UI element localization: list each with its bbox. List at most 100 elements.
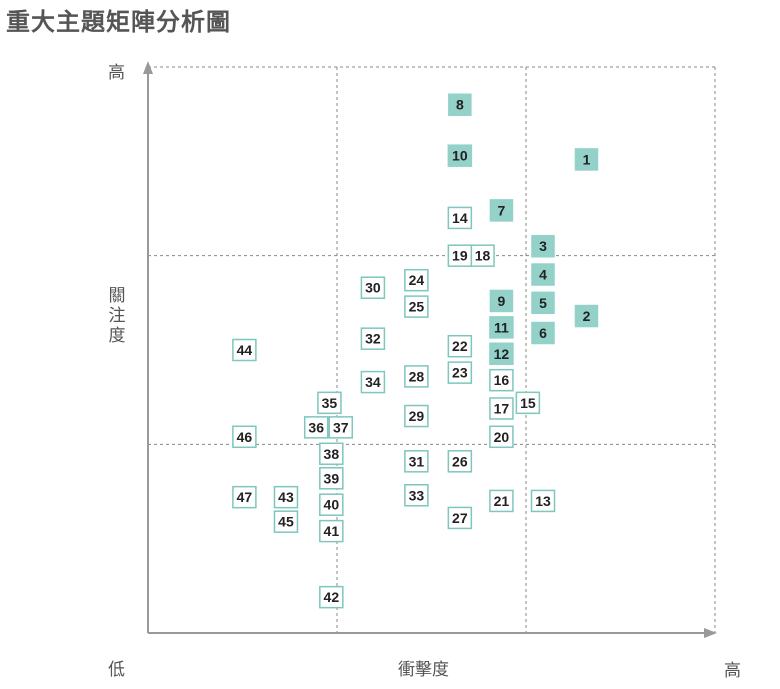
data-point-marker: 41	[319, 519, 344, 543]
y-axis-high-label: 高	[108, 63, 125, 82]
data-point-marker: 45	[273, 510, 299, 533]
data-point-label: 25	[409, 299, 425, 315]
data-point-label: 45	[278, 514, 294, 530]
data-point-label: 43	[278, 489, 294, 505]
data-point-marker: 32	[360, 327, 386, 350]
y-axis-arrow-icon	[143, 61, 153, 74]
data-point-marker: 20	[489, 425, 514, 449]
data-point-marker: 43	[273, 485, 299, 509]
data-point-label: 29	[409, 408, 425, 424]
data-point-marker: 18	[470, 244, 495, 267]
data-point-marker: 26	[447, 450, 473, 473]
data-point-marker: 13	[530, 489, 556, 513]
data-point-box	[447, 144, 473, 167]
data-point-label: 36	[308, 419, 324, 435]
data-point-box	[489, 289, 514, 313]
data-point-box	[404, 484, 429, 507]
data-point-marker: 4	[531, 263, 555, 286]
data-point-box	[360, 327, 386, 350]
data-point-box	[447, 244, 473, 267]
data-point-marker: 35	[317, 391, 342, 415]
data-point-box	[447, 206, 473, 230]
data-point-box	[404, 365, 429, 388]
data-point-label: 37	[333, 419, 349, 435]
data-point-marker: 27	[447, 506, 473, 530]
data-point-label: 20	[494, 429, 510, 445]
data-point-box	[574, 304, 599, 328]
data-point-marker: 5	[531, 291, 555, 315]
data-point-label: 13	[535, 493, 551, 509]
data-point-label: 28	[409, 368, 425, 384]
data-point-marker: 36	[303, 416, 329, 439]
data-point-label: 1	[583, 151, 591, 167]
data-point-label: 7	[498, 202, 506, 218]
data-point-label: 41	[324, 523, 340, 539]
data-point-box	[530, 489, 556, 513]
data-point-marker: 38	[319, 442, 344, 466]
data-point-label: 39	[324, 470, 340, 486]
x-axis-low-label: 低	[108, 660, 125, 679]
data-point-box	[328, 416, 354, 439]
data-point-box	[489, 425, 514, 449]
data-point-box	[232, 425, 257, 449]
data-point-marker: 25	[404, 295, 429, 318]
data-point-box	[319, 493, 344, 516]
data-point-box	[489, 199, 514, 222]
data-point-marker: 37	[328, 416, 354, 439]
data-point-box	[489, 342, 514, 366]
data-point-box	[447, 334, 473, 358]
data-point-marker: 30	[360, 276, 386, 299]
data-point-label: 32	[365, 331, 381, 347]
grid-lines	[148, 66, 716, 633]
data-point-marker: 44	[232, 338, 257, 362]
data-point-marker: 24	[404, 268, 429, 292]
data-point-label: 9	[498, 293, 506, 309]
data-point-box	[531, 234, 555, 258]
data-point-marker: 6	[531, 321, 555, 345]
data-point-box	[448, 93, 472, 116]
data-point-label: 34	[365, 374, 381, 390]
data-point-marker: 31	[404, 450, 429, 473]
data-point-box	[489, 397, 514, 420]
x-axis-title: 衝擊度	[398, 660, 449, 679]
data-point-label: 14	[452, 210, 468, 226]
data-point-marker: 11	[489, 316, 514, 339]
chart-title: 重大主題矩陣分析圖	[6, 9, 231, 36]
data-point-marker: 22	[447, 334, 473, 358]
data-point-marker: 19	[447, 244, 473, 267]
data-point-marker: 29	[404, 404, 429, 428]
data-point-label: 42	[324, 589, 340, 605]
data-point-label: 2	[583, 308, 591, 324]
data-point-marker: 9	[489, 289, 514, 313]
data-point-box	[232, 485, 257, 509]
data-point-box	[531, 321, 555, 345]
data-point-label: 3	[539, 238, 547, 254]
data-point-label: 17	[494, 400, 510, 416]
data-point-label: 26	[452, 453, 468, 469]
y-axis-title: 關注度	[108, 286, 126, 345]
data-point-marker: 3	[531, 234, 555, 258]
data-point-marker: 46	[232, 425, 257, 449]
data-point-box	[404, 268, 429, 292]
data-point-marker: 12	[489, 342, 514, 366]
data-point-marker: 7	[489, 199, 514, 222]
data-point-label: 4	[539, 267, 547, 283]
data-point-box	[447, 506, 473, 530]
data-point-box	[317, 391, 342, 415]
data-point-box	[319, 519, 344, 543]
data-point-marker: 8	[448, 93, 472, 116]
data-point-label: 27	[452, 510, 468, 526]
x-axis-high-label: 高	[724, 661, 741, 680]
x-axis-arrow-icon	[704, 628, 717, 638]
data-point-label: 12	[494, 346, 510, 362]
data-point-label: 47	[237, 489, 253, 505]
data-point-label: 23	[452, 365, 468, 381]
data-point-marker: 17	[489, 397, 514, 420]
data-point-box	[319, 442, 344, 466]
data-point-box	[531, 291, 555, 315]
data-point-label: 22	[452, 338, 468, 354]
data-point-box	[489, 489, 514, 513]
data-point-marker: 40	[319, 493, 344, 516]
data-point-box	[360, 370, 386, 394]
